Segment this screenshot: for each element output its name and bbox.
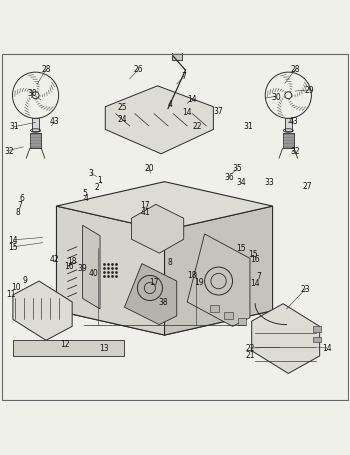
Text: 14: 14 [322, 343, 331, 352]
Text: 32: 32 [290, 147, 300, 156]
Text: 26: 26 [134, 65, 143, 74]
Text: 15: 15 [236, 244, 246, 253]
Polygon shape [13, 281, 72, 340]
Text: 7: 7 [18, 200, 22, 209]
Text: 35: 35 [233, 164, 243, 173]
Text: 28: 28 [290, 65, 300, 74]
Text: 16: 16 [250, 254, 260, 263]
Text: 13: 13 [99, 343, 108, 352]
Bar [172, 52, 182, 61]
Text: 32: 32 [5, 147, 14, 156]
Text: 29: 29 [304, 86, 314, 95]
Text: 9: 9 [23, 275, 28, 284]
Text: 31: 31 [243, 122, 253, 131]
Text: 24: 24 [118, 115, 127, 124]
Bar [32, 119, 39, 131]
Text: 1: 1 [98, 176, 103, 185]
Text: 25: 25 [118, 103, 127, 112]
Text: 31: 31 [10, 122, 20, 131]
Text: 12: 12 [61, 339, 70, 349]
Bar [282, 134, 294, 149]
Text: 27: 27 [303, 181, 312, 190]
Text: 7: 7 [181, 72, 186, 81]
Text: 41: 41 [141, 207, 150, 216]
Text: 10: 10 [12, 282, 21, 291]
Text: 8: 8 [16, 207, 21, 216]
Text: 7: 7 [256, 272, 261, 281]
Text: 4: 4 [167, 100, 172, 108]
Bar [313, 337, 321, 342]
Text: 17: 17 [141, 200, 150, 209]
Text: 20: 20 [144, 164, 154, 173]
Bar [224, 313, 232, 320]
Text: 14: 14 [8, 235, 18, 244]
Text: 43: 43 [289, 117, 299, 126]
Text: 43: 43 [50, 117, 60, 126]
Text: 18: 18 [188, 270, 197, 279]
Text: 40: 40 [88, 268, 98, 277]
Text: 30: 30 [27, 89, 37, 98]
Text: 38: 38 [158, 298, 168, 307]
Polygon shape [252, 304, 320, 374]
Polygon shape [105, 86, 214, 154]
Bar [30, 134, 41, 149]
Text: 2: 2 [94, 183, 99, 192]
Text: 15: 15 [8, 242, 18, 251]
Text: 22: 22 [245, 343, 255, 352]
Text: 15: 15 [248, 249, 258, 258]
Polygon shape [56, 287, 273, 335]
Text: 4: 4 [84, 193, 89, 202]
Polygon shape [56, 182, 273, 231]
Text: 14: 14 [188, 94, 197, 103]
Bar [210, 306, 219, 313]
Text: 34: 34 [236, 178, 246, 187]
Text: 17: 17 [149, 277, 159, 286]
Text: 28: 28 [41, 65, 51, 74]
Bar [285, 119, 292, 131]
Bar [238, 318, 246, 325]
Polygon shape [187, 234, 250, 327]
Text: 22: 22 [193, 122, 202, 131]
Text: 14: 14 [250, 278, 260, 288]
Text: 30: 30 [271, 92, 281, 101]
Text: 36: 36 [224, 172, 234, 182]
Text: 19: 19 [195, 277, 204, 286]
Text: 18: 18 [68, 256, 77, 265]
Text: 5: 5 [82, 188, 87, 197]
Text: 6: 6 [19, 193, 24, 202]
Text: 37: 37 [214, 106, 223, 116]
Polygon shape [125, 264, 177, 325]
Text: 16: 16 [64, 261, 74, 270]
Text: 42: 42 [50, 254, 60, 263]
Text: 21: 21 [245, 350, 255, 359]
Polygon shape [13, 340, 125, 356]
Bar [313, 327, 321, 332]
Text: 8: 8 [167, 258, 172, 267]
Text: 14: 14 [182, 108, 192, 117]
Polygon shape [131, 205, 184, 253]
Text: 11: 11 [6, 289, 16, 298]
Text: 23: 23 [301, 284, 310, 293]
Text: 3: 3 [89, 169, 94, 178]
Polygon shape [56, 207, 164, 335]
Text: 39: 39 [78, 263, 88, 272]
Text: 33: 33 [264, 178, 274, 187]
Polygon shape [164, 207, 273, 335]
Polygon shape [83, 226, 100, 309]
